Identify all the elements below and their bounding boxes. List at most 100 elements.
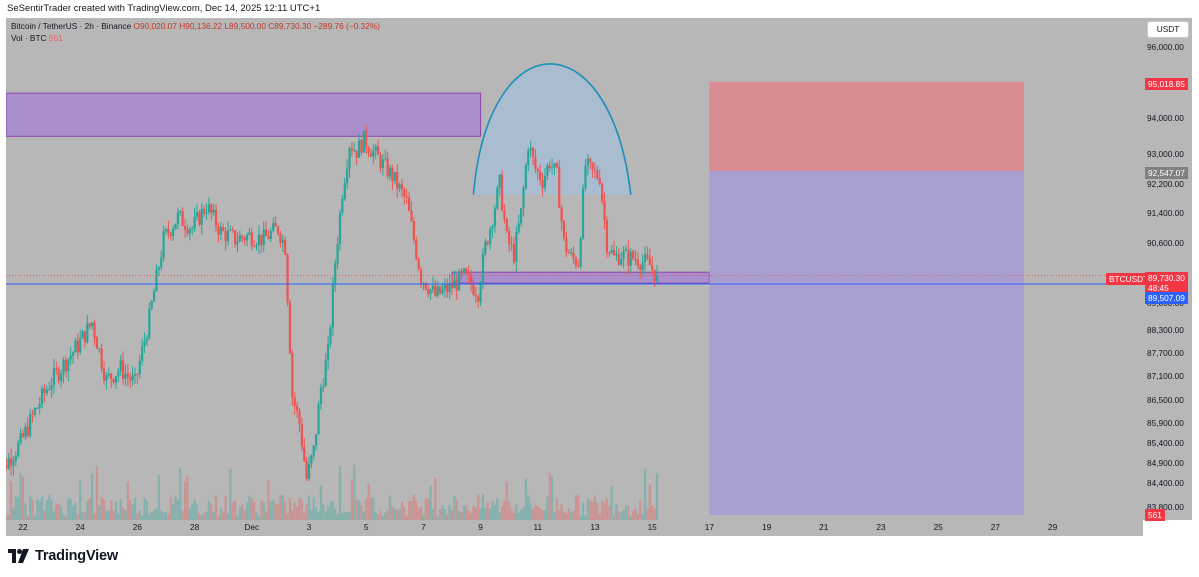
support-line-tag: 89,507.09 — [1145, 292, 1188, 304]
candle-body — [257, 234, 261, 246]
currency-button[interactable]: USDT — [1147, 21, 1189, 38]
volume-bar — [169, 497, 172, 520]
volume-bar — [300, 499, 303, 520]
candle-body — [169, 233, 172, 237]
volume-bar — [608, 506, 611, 520]
candle-body — [467, 273, 470, 275]
price-tick-label: 84,900.00 — [1147, 457, 1184, 468]
candle-body — [300, 423, 303, 447]
volume-bar — [388, 495, 392, 520]
volume-bar — [331, 501, 334, 520]
candle-body — [71, 352, 75, 356]
candle-body — [276, 226, 280, 233]
candle-body — [286, 254, 289, 303]
time-tick-label: 19 — [761, 522, 772, 532]
volume-bar — [531, 509, 535, 520]
candle-body — [391, 167, 394, 182]
volume-bar — [438, 509, 442, 520]
candle-body — [164, 229, 168, 232]
volume-bar — [496, 498, 499, 520]
candle-body — [48, 389, 51, 391]
volume-bar — [55, 503, 58, 520]
candle-body — [355, 150, 358, 158]
candle-body — [305, 461, 308, 479]
volume-bar — [274, 503, 277, 520]
legend-open: O90,020.07 — [133, 21, 177, 31]
candle-body — [574, 258, 578, 266]
credit-text: SeSentirTrader created with TradingView.… — [7, 3, 321, 14]
stop-level-tag: 95,018.85 — [1145, 78, 1188, 90]
candle-body — [498, 174, 501, 188]
volume-bar — [562, 511, 566, 520]
entry-level-tag: 92,547.07 — [1145, 167, 1188, 179]
price-tick-label: 92,200.00 — [1147, 178, 1184, 189]
time-tick-label: 17 — [704, 522, 714, 532]
candle-body — [198, 212, 201, 225]
candle-body — [629, 251, 632, 266]
volume-bar — [33, 515, 37, 520]
candle-body — [248, 232, 251, 235]
candle-body — [567, 252, 570, 254]
candle-body — [512, 244, 516, 263]
candle-body — [462, 268, 466, 274]
candle-body — [608, 252, 611, 254]
volume-bar — [231, 502, 234, 520]
legend-high: H90,136.22 — [179, 21, 223, 31]
candle-body — [93, 322, 96, 338]
volume-bar — [517, 513, 520, 520]
candle-body — [55, 368, 58, 370]
candle-body — [91, 322, 94, 327]
volume-bar — [429, 485, 432, 520]
price-tick-label: 96,000.00 — [1147, 42, 1184, 52]
volume-bar — [536, 506, 539, 520]
candle-body — [338, 212, 342, 245]
candle-body — [455, 280, 458, 291]
volume-bar — [212, 512, 215, 520]
time-tick-label: 22 — [18, 522, 28, 532]
candle-body — [515, 232, 518, 263]
price-tick-label: 85,900.00 — [1147, 418, 1184, 429]
volume-bar — [384, 512, 387, 520]
candle-body — [181, 211, 184, 226]
candle-body — [551, 167, 554, 169]
volume-bar — [81, 512, 84, 520]
candle-body — [138, 360, 141, 375]
candle-body — [160, 257, 163, 268]
candle-body — [424, 283, 427, 290]
volume-bar — [467, 510, 470, 520]
candle-body — [62, 359, 65, 374]
candle-body — [429, 289, 432, 295]
candle-body — [415, 239, 418, 259]
volume-bar — [186, 475, 189, 520]
volume-bar — [601, 500, 604, 520]
volume-bar — [498, 512, 501, 520]
price-scale[interactable] — [1143, 18, 1192, 520]
volume-bar — [510, 507, 513, 520]
volume-bar — [458, 511, 461, 520]
candle-body — [353, 150, 356, 152]
candle-body — [303, 446, 306, 462]
candle-body — [436, 286, 439, 296]
candle-body — [510, 243, 513, 245]
volume-bar — [551, 476, 554, 520]
volume-bar — [207, 501, 210, 520]
volume-bar — [43, 510, 46, 520]
candle-body — [503, 210, 506, 220]
volume-bar — [319, 485, 323, 520]
candle-body — [131, 375, 134, 381]
time-scale[interactable] — [6, 520, 1143, 536]
tradingview-logo[interactable]: TradingView — [8, 548, 118, 564]
candle-body — [174, 223, 177, 230]
candle-body — [98, 348, 101, 350]
volume-bar — [210, 504, 213, 520]
volume-bar — [574, 495, 578, 520]
volume-bar — [515, 504, 518, 520]
candle-body — [124, 373, 127, 379]
candle-body — [403, 189, 406, 197]
candle-body — [52, 368, 56, 386]
volume-bar — [7, 514, 10, 520]
candle-body — [372, 150, 375, 157]
right-margin — [1192, 18, 1199, 536]
volume-bar — [26, 515, 29, 520]
